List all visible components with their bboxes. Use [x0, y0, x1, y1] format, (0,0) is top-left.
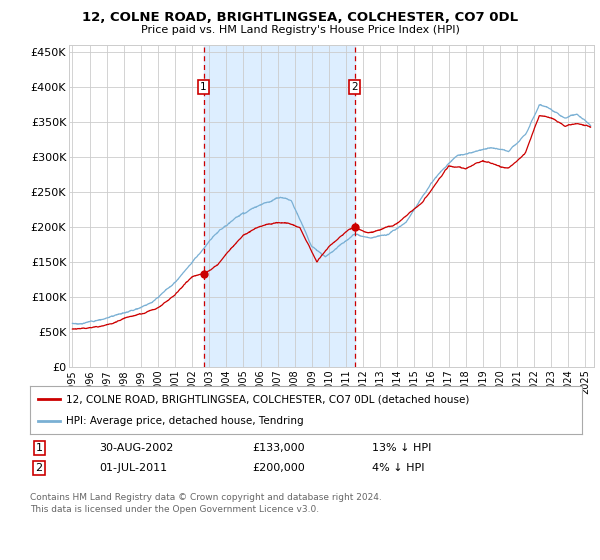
- Text: 4% ↓ HPI: 4% ↓ HPI: [372, 463, 425, 473]
- Text: Contains HM Land Registry data © Crown copyright and database right 2024.
This d: Contains HM Land Registry data © Crown c…: [30, 493, 382, 514]
- Text: 1: 1: [35, 443, 43, 453]
- Text: £200,000: £200,000: [252, 463, 305, 473]
- Text: £133,000: £133,000: [252, 443, 305, 453]
- Text: 13% ↓ HPI: 13% ↓ HPI: [372, 443, 431, 453]
- Text: 01-JUL-2011: 01-JUL-2011: [99, 463, 167, 473]
- Text: HPI: Average price, detached house, Tendring: HPI: Average price, detached house, Tend…: [66, 416, 304, 426]
- Text: Price paid vs. HM Land Registry's House Price Index (HPI): Price paid vs. HM Land Registry's House …: [140, 25, 460, 35]
- Text: 30-AUG-2002: 30-AUG-2002: [99, 443, 173, 453]
- Text: 2: 2: [35, 463, 43, 473]
- Text: 12, COLNE ROAD, BRIGHTLINGSEA, COLCHESTER, CO7 0DL (detached house): 12, COLNE ROAD, BRIGHTLINGSEA, COLCHESTE…: [66, 394, 469, 404]
- Text: 2: 2: [351, 82, 358, 92]
- Text: 12, COLNE ROAD, BRIGHTLINGSEA, COLCHESTER, CO7 0DL: 12, COLNE ROAD, BRIGHTLINGSEA, COLCHESTE…: [82, 11, 518, 24]
- Bar: [203, 45, 355, 367]
- Text: 1: 1: [200, 82, 207, 92]
